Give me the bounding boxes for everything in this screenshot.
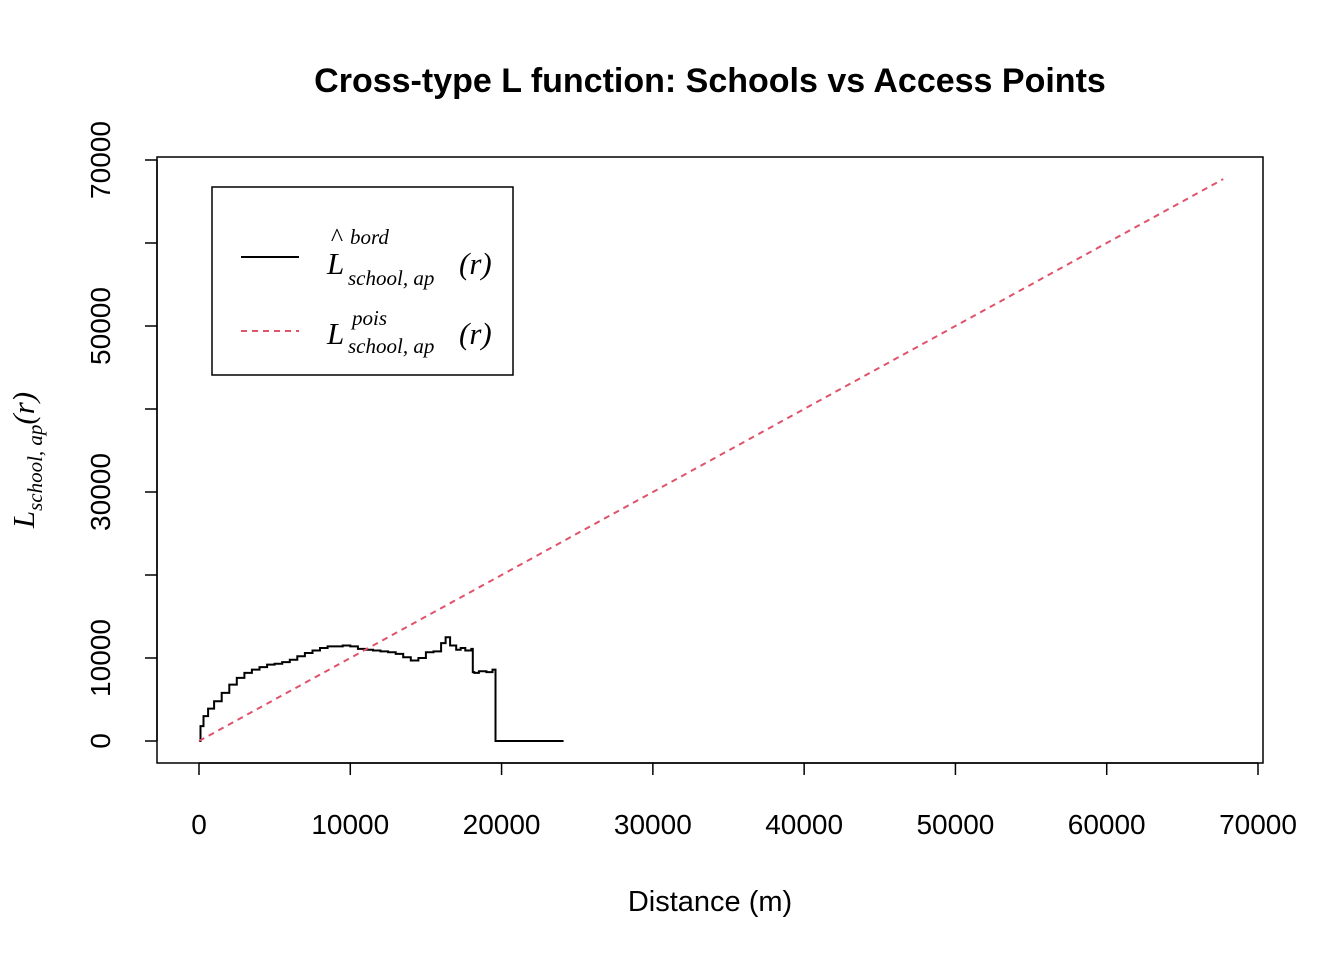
- x-tick-label: 0: [191, 809, 207, 840]
- x-axis: 0 10000 20000 30000 40000 50000 60000 70000: [191, 762, 1297, 840]
- y-label-subscript: school, ap: [23, 425, 47, 511]
- y-tick-label: 0: [85, 733, 116, 749]
- x-tick-label: 20000: [463, 809, 541, 840]
- x-axis-label: Distance (m): [628, 886, 792, 918]
- series-bord-line: [199, 636, 564, 742]
- y-axis: 0 10000 30000 50000 70000: [85, 121, 158, 749]
- series-pois-line: [198, 178, 1224, 742]
- chart-title: Cross-type L function: Schools vs Access…: [314, 62, 1106, 100]
- legend-pois-subscript: school, ap: [348, 334, 434, 358]
- legend-entry-pois: pois L school, ap (r): [326, 306, 492, 358]
- legend-bord-hat: ^: [331, 223, 343, 252]
- legend: ^ bord L school, ap (r) pois L school, a…: [211, 186, 514, 376]
- legend-pois-superscript: pois: [350, 306, 387, 330]
- x-tick-label: 60000: [1068, 809, 1146, 840]
- y-tick-label: 30000: [85, 453, 116, 531]
- legend-bord-subscript: school, ap: [348, 266, 434, 290]
- x-tick-label: 50000: [916, 809, 994, 840]
- y-label-arg: (r): [6, 392, 41, 425]
- y-tick-label: 50000: [85, 287, 116, 365]
- legend-pois-arg: (r): [459, 316, 492, 351]
- legend-entry-bord: ^ bord L school, ap (r): [326, 223, 492, 290]
- x-tick-label: 10000: [311, 809, 389, 840]
- y-label-base: L: [6, 511, 41, 529]
- legend-pois-base: L: [326, 316, 344, 351]
- legend-bord-base: L: [326, 246, 344, 281]
- series-layer: [198, 178, 1224, 742]
- y-tick-label: 70000: [85, 121, 116, 199]
- x-tick-label: 30000: [614, 809, 692, 840]
- x-tick-label: 70000: [1219, 809, 1297, 840]
- svg-text:Lschool, ap(r): Lschool, ap(r): [6, 392, 47, 529]
- legend-bord-arg: (r): [459, 246, 492, 281]
- y-tick-label: 10000: [85, 619, 116, 697]
- x-tick-label: 40000: [765, 809, 843, 840]
- legend-box: [211, 186, 514, 376]
- y-axis-label: Lschool, ap(r): [6, 392, 47, 529]
- legend-bord-superscript: bord: [350, 225, 389, 249]
